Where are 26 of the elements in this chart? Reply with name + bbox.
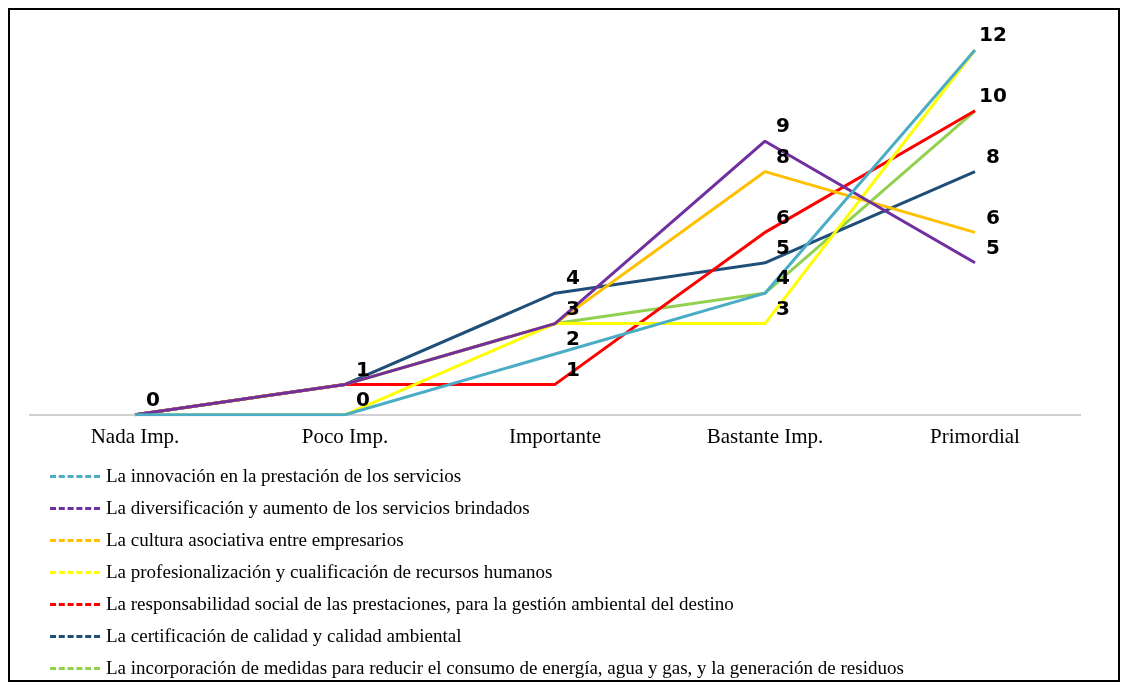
data-label: 6 — [986, 204, 1000, 229]
legend-label: La cultura asociativa entre empresarios — [106, 529, 404, 551]
legend-label: La innovación en la prestación de los servicios — [106, 465, 462, 487]
data-label: 3 — [776, 295, 790, 320]
data-label: 1 — [356, 356, 370, 381]
data-label: 8 — [986, 143, 1000, 168]
data-label: 12 — [979, 22, 1007, 47]
data-label: 5 — [986, 235, 1000, 259]
data-label: 9 — [776, 113, 790, 138]
legend-label: La responsabilidad social de las prestaciones, para la gestión ambiental del destino — [106, 593, 734, 615]
legend-label: La diversificación y aumento de los servicios brindados — [106, 497, 530, 519]
x-tick-label: Importante — [508, 423, 602, 448]
data-label: 0 — [356, 387, 370, 411]
data-label: 0 — [146, 387, 160, 411]
x-tick-label: Poco Imp. — [301, 423, 389, 448]
legend-label: La profesionalización y cualificación de recursos humanos — [106, 561, 553, 583]
x-tick-label: Bastante Imp. — [706, 423, 824, 448]
x-tick-label: Nada Imp. — [90, 423, 180, 448]
data-label: 2 — [566, 326, 580, 351]
data-label: 4 — [566, 265, 580, 290]
data-label: 10 — [979, 83, 1007, 107]
legend-label: La certificación de calidad y calidad ambiental — [106, 625, 462, 647]
x-tick-label: Primordial — [930, 423, 1021, 448]
legend-label: La incorporación de medidas para reducir el consumo de energía, agua y gas, y la generación de residuos — [106, 657, 904, 679]
data-label: 4 — [776, 265, 790, 290]
data-label: 5 — [776, 235, 790, 259]
